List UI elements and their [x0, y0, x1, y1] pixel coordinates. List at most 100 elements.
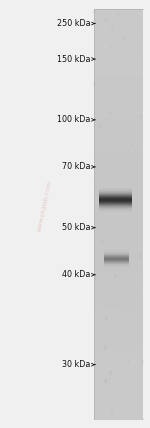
Circle shape: [112, 27, 113, 30]
Bar: [94, 312, 143, 315]
Bar: [94, 337, 143, 339]
Circle shape: [108, 198, 109, 200]
Bar: [94, 364, 143, 366]
Bar: [94, 378, 143, 380]
Bar: [94, 273, 143, 276]
Bar: [94, 393, 143, 395]
Circle shape: [115, 274, 116, 277]
Bar: [94, 403, 143, 405]
Circle shape: [109, 111, 110, 114]
Bar: [94, 202, 143, 204]
Bar: [94, 80, 143, 83]
Circle shape: [93, 10, 94, 13]
Circle shape: [142, 360, 143, 363]
Bar: [94, 409, 143, 411]
Circle shape: [105, 18, 106, 21]
Bar: [94, 130, 143, 132]
Bar: [94, 294, 143, 296]
Bar: [94, 9, 143, 11]
Circle shape: [93, 83, 95, 86]
Bar: [94, 319, 143, 321]
Bar: [94, 83, 143, 85]
Circle shape: [95, 72, 96, 74]
Circle shape: [102, 410, 103, 414]
Bar: [94, 74, 143, 76]
Bar: [94, 386, 143, 389]
Bar: [94, 150, 143, 152]
Circle shape: [133, 85, 135, 89]
Bar: [94, 146, 143, 148]
Bar: [94, 44, 143, 45]
Bar: [94, 122, 143, 124]
Bar: [94, 27, 143, 29]
Bar: [94, 76, 143, 78]
Bar: [94, 212, 143, 214]
Bar: [94, 70, 143, 72]
Circle shape: [111, 46, 112, 48]
Bar: [94, 405, 143, 407]
Bar: [94, 179, 143, 181]
Circle shape: [126, 416, 127, 418]
Bar: [94, 142, 143, 144]
Bar: [94, 224, 143, 226]
Bar: [94, 183, 143, 185]
Bar: [94, 263, 143, 265]
Bar: [94, 97, 143, 99]
Bar: [94, 247, 143, 249]
Bar: [94, 39, 143, 42]
Bar: [94, 103, 143, 105]
Bar: [94, 218, 143, 220]
Bar: [94, 270, 143, 271]
Bar: [94, 230, 143, 232]
Bar: [94, 13, 143, 15]
Bar: [94, 187, 143, 189]
Circle shape: [123, 37, 124, 40]
Bar: [94, 251, 143, 253]
Bar: [94, 117, 143, 119]
Circle shape: [126, 175, 127, 177]
Bar: [94, 107, 143, 109]
Bar: [94, 304, 143, 306]
Bar: [143, 9, 150, 419]
Bar: [94, 232, 143, 235]
Bar: [94, 214, 143, 216]
Bar: [94, 152, 143, 155]
Bar: [94, 45, 143, 48]
Bar: [94, 407, 143, 409]
Bar: [94, 352, 143, 354]
Bar: [94, 136, 143, 138]
Bar: [94, 113, 143, 116]
Bar: [94, 42, 143, 44]
Bar: [94, 21, 143, 23]
Bar: [94, 276, 143, 278]
Bar: [94, 315, 143, 317]
Bar: [94, 89, 143, 91]
Bar: [94, 360, 143, 362]
Bar: [94, 413, 143, 415]
Bar: [94, 417, 143, 419]
Bar: [94, 257, 143, 259]
Bar: [94, 105, 143, 107]
Bar: [94, 237, 143, 239]
Bar: [94, 128, 143, 130]
Bar: [94, 111, 143, 113]
Bar: [94, 48, 143, 50]
Bar: [94, 411, 143, 413]
Bar: [94, 325, 143, 327]
Circle shape: [115, 412, 117, 416]
Bar: [94, 33, 143, 35]
Bar: [94, 342, 143, 343]
Bar: [94, 339, 143, 342]
Bar: [94, 25, 143, 27]
Bar: [94, 395, 143, 397]
Bar: [94, 296, 143, 298]
Bar: [94, 91, 143, 93]
Bar: [94, 148, 143, 150]
Bar: [94, 311, 143, 312]
Bar: [94, 17, 143, 19]
Bar: [94, 52, 143, 54]
Bar: [94, 329, 143, 331]
Bar: [94, 85, 143, 86]
Bar: [94, 124, 143, 126]
Circle shape: [99, 125, 100, 128]
